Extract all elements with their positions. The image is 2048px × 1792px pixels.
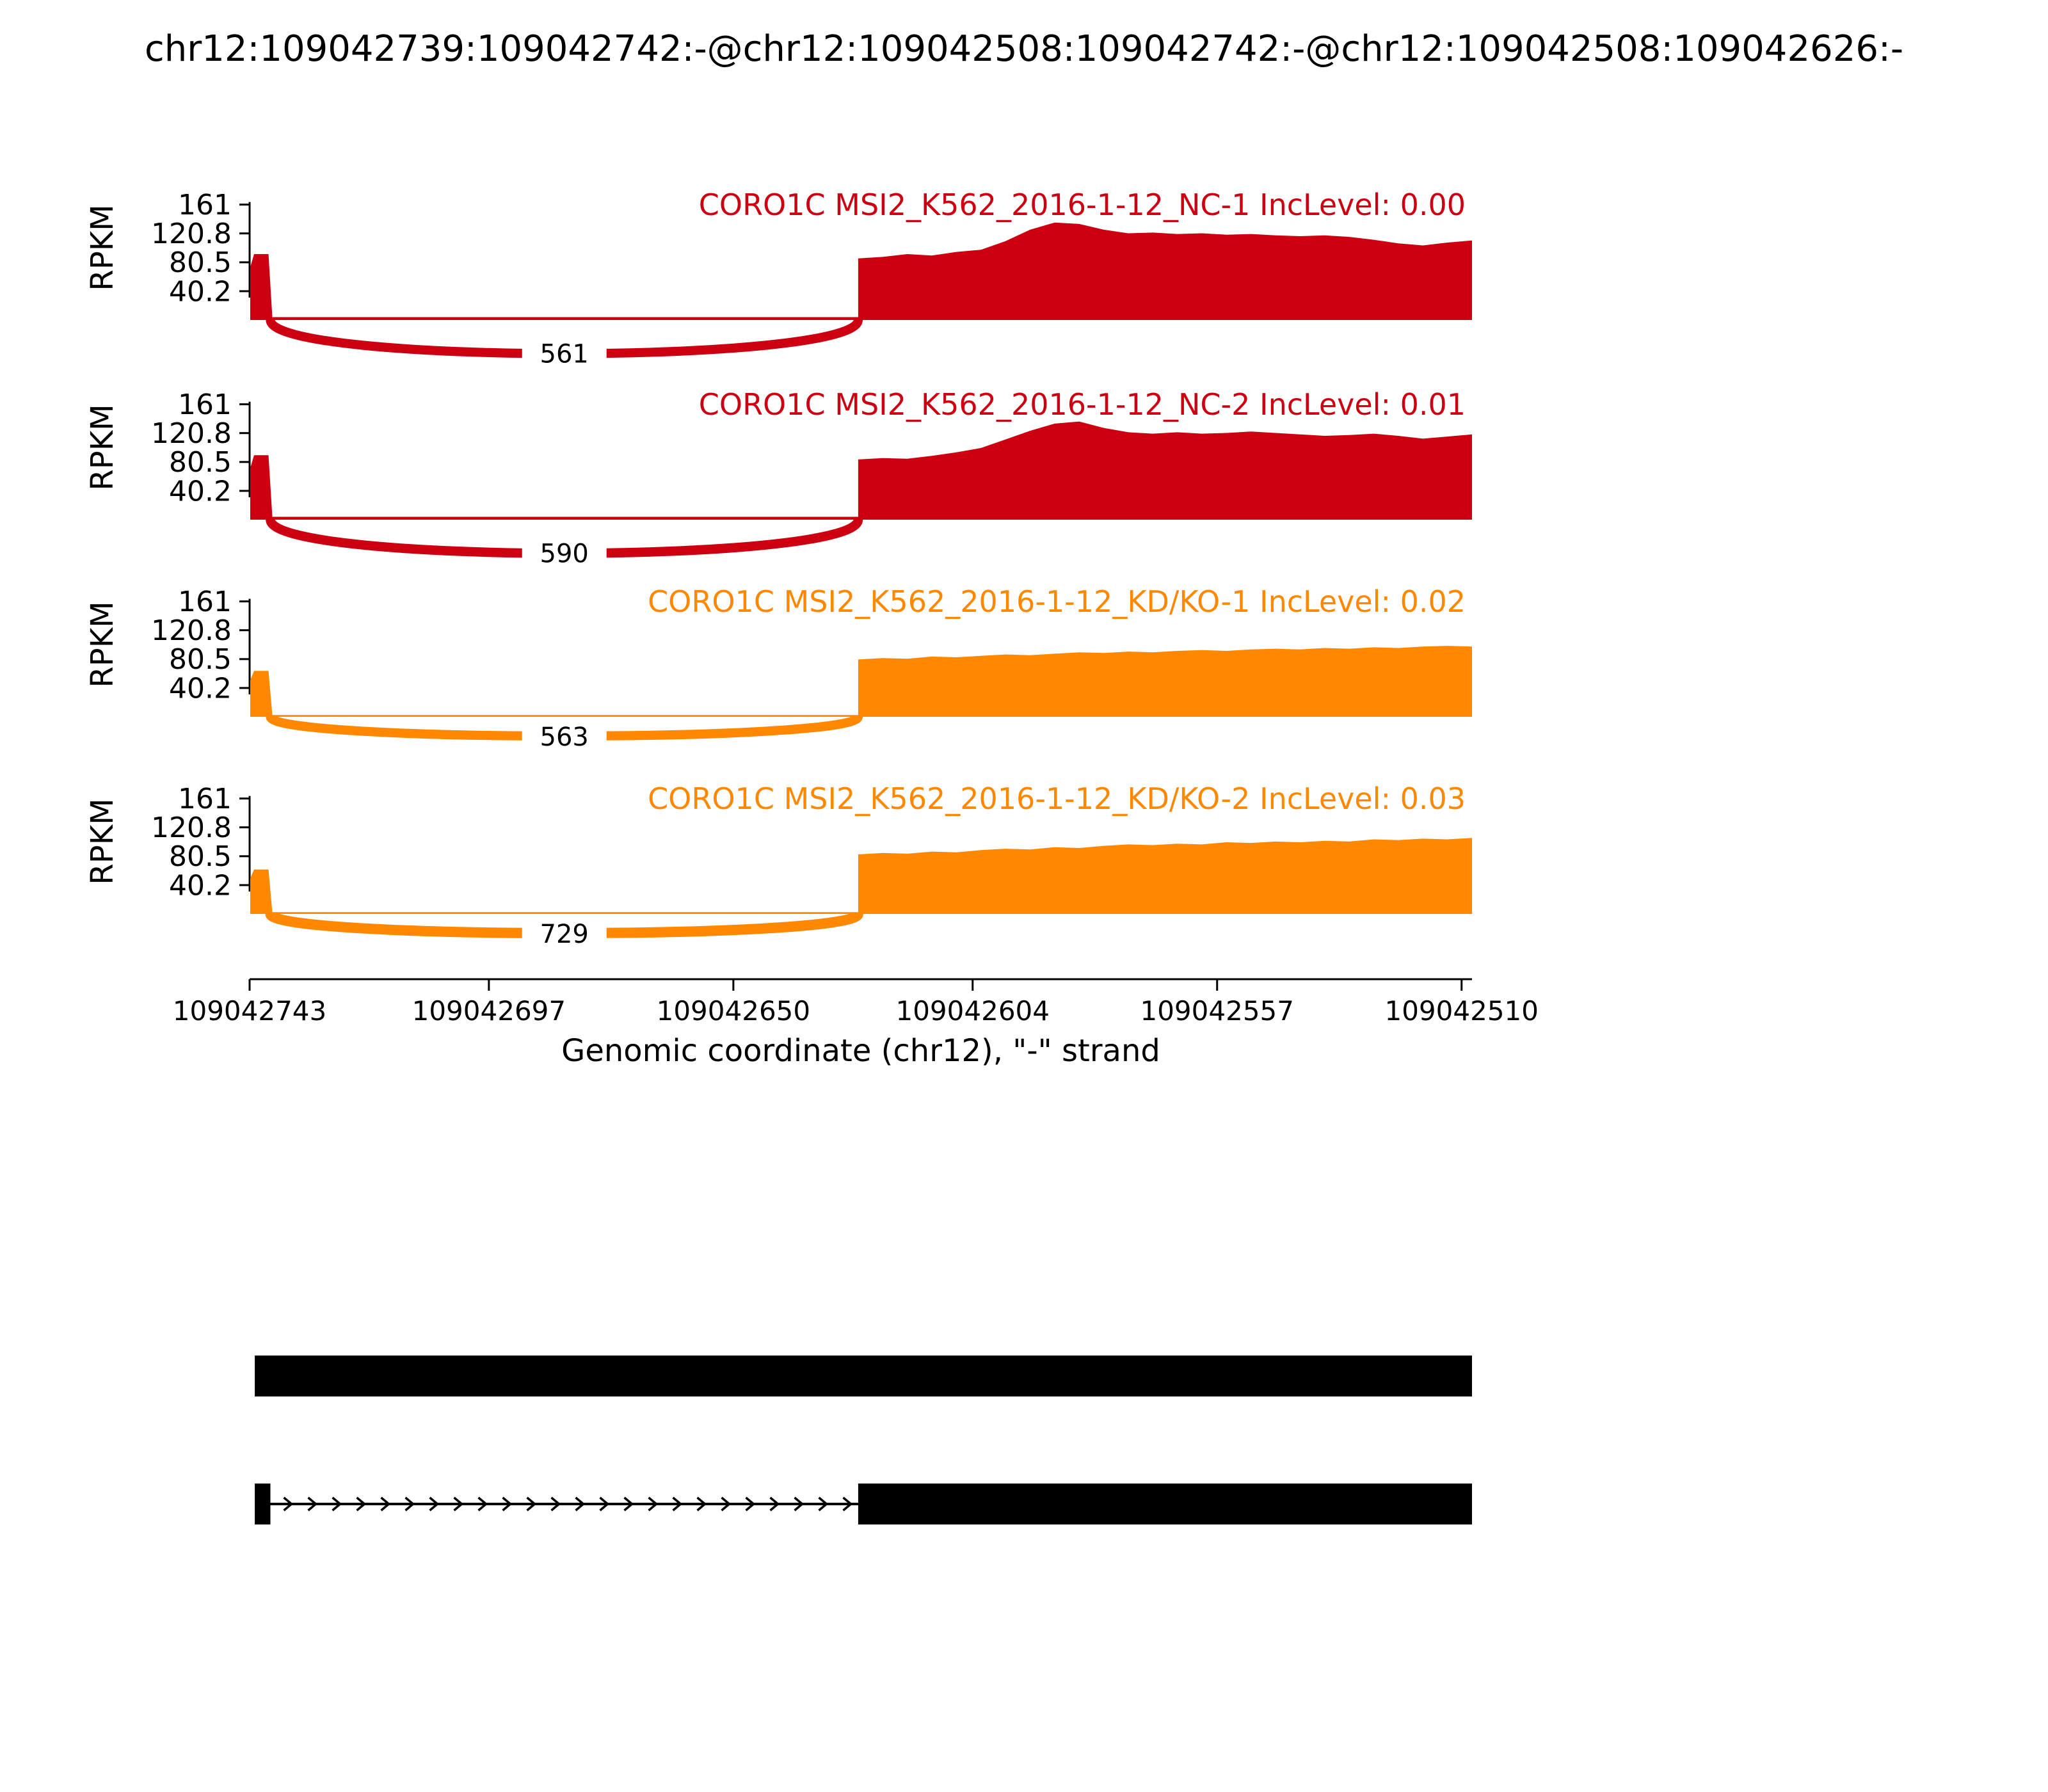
y-tick-label: 120.8 (151, 614, 232, 647)
y-tick-label: 120.8 (151, 812, 232, 844)
x-tick-label: 109042557 (1140, 995, 1294, 1027)
strand-arrow-icon (818, 1496, 829, 1512)
y-tick-label: 120.8 (151, 417, 232, 450)
junction-count-backdrop (522, 337, 607, 370)
strand-arrow-icon (599, 1496, 610, 1512)
strand-arrow-icon (404, 1496, 415, 1512)
y-axis-title: RPKM (84, 798, 120, 884)
y-tick-label: 40.2 (169, 475, 232, 508)
coverage-area (250, 646, 1472, 717)
y-axis-title: RPKM (84, 404, 120, 490)
strand-arrow-icon (696, 1496, 707, 1512)
coverage-area (250, 222, 1472, 320)
strand-arrow-icon (842, 1496, 853, 1512)
junction-count-label: 729 (540, 920, 589, 949)
strand-arrow-icon (502, 1496, 513, 1512)
y-tick-label: 161 (178, 388, 232, 421)
track-label: CORO1C MSI2_K562_2016-1-12_NC-2 IncLevel… (699, 387, 1466, 422)
figure-title: chr12:109042739:109042742:-@chr12:109042… (144, 28, 1904, 70)
exon-block (858, 1484, 1472, 1524)
x-tick-label: 109042604 (895, 995, 1050, 1027)
strand-arrow-icon (526, 1496, 537, 1512)
y-tick-label: 161 (178, 586, 232, 618)
strand-arrow-icon (453, 1496, 464, 1512)
strand-arrow-icon (769, 1496, 780, 1512)
strand-arrow-icon (623, 1496, 634, 1512)
y-tick-label: 161 (178, 783, 232, 815)
strand-arrow-icon (672, 1496, 683, 1512)
exon-block (255, 1356, 1473, 1396)
y-tick-label: 40.2 (169, 869, 232, 902)
strand-arrow-icon (307, 1496, 318, 1512)
y-tick-label: 80.5 (169, 840, 232, 873)
junction-count-label: 561 (540, 339, 589, 369)
x-tick-label: 109042697 (412, 995, 566, 1027)
strand-arrow-icon (745, 1496, 756, 1512)
y-axis-title: RPKM (84, 204, 120, 291)
strand-arrow-icon (575, 1496, 586, 1512)
strand-arrow-icon (721, 1496, 732, 1512)
coverage-area (250, 421, 1472, 520)
strand-arrow-icon (550, 1496, 561, 1512)
x-axis-title: Genomic coordinate (chr12), "-" strand (561, 1033, 1160, 1069)
exon-block (255, 1484, 271, 1524)
junction-count-label: 563 (540, 723, 589, 752)
x-tick-label: 109042743 (173, 995, 327, 1027)
strand-arrow-icon (648, 1496, 659, 1512)
strand-arrow-icon (380, 1496, 391, 1512)
y-tick-label: 40.2 (169, 275, 232, 308)
coverage-area (250, 838, 1472, 914)
strand-arrow-icon (477, 1496, 488, 1512)
strand-arrow-icon (283, 1496, 294, 1512)
junction-count-backdrop (522, 720, 607, 753)
y-tick-label: 40.2 (169, 672, 232, 705)
track-label: CORO1C MSI2_K562_2016-1-12_NC-1 IncLevel… (699, 188, 1466, 222)
strand-arrow-icon (429, 1496, 440, 1512)
junction-count-backdrop (522, 917, 607, 950)
y-axis-title: RPKM (84, 601, 120, 687)
junction-count-label: 590 (540, 539, 589, 568)
x-tick-label: 109042650 (657, 995, 811, 1027)
y-tick-label: 120.8 (151, 218, 232, 250)
strand-arrow-icon (356, 1496, 367, 1512)
y-tick-label: 80.5 (169, 246, 232, 279)
y-tick-label: 161 (178, 189, 232, 221)
y-tick-label: 80.5 (169, 643, 232, 676)
track-label: CORO1C MSI2_K562_2016-1-12_KD/KO-1 IncLe… (648, 584, 1466, 619)
y-tick-label: 80.5 (169, 446, 232, 479)
track-label: CORO1C MSI2_K562_2016-1-12_KD/KO-2 IncLe… (648, 781, 1466, 816)
junction-count-backdrop (522, 537, 607, 570)
strand-arrow-icon (794, 1496, 804, 1512)
x-tick-label: 109042510 (1384, 995, 1539, 1027)
strand-arrow-icon (332, 1496, 342, 1512)
